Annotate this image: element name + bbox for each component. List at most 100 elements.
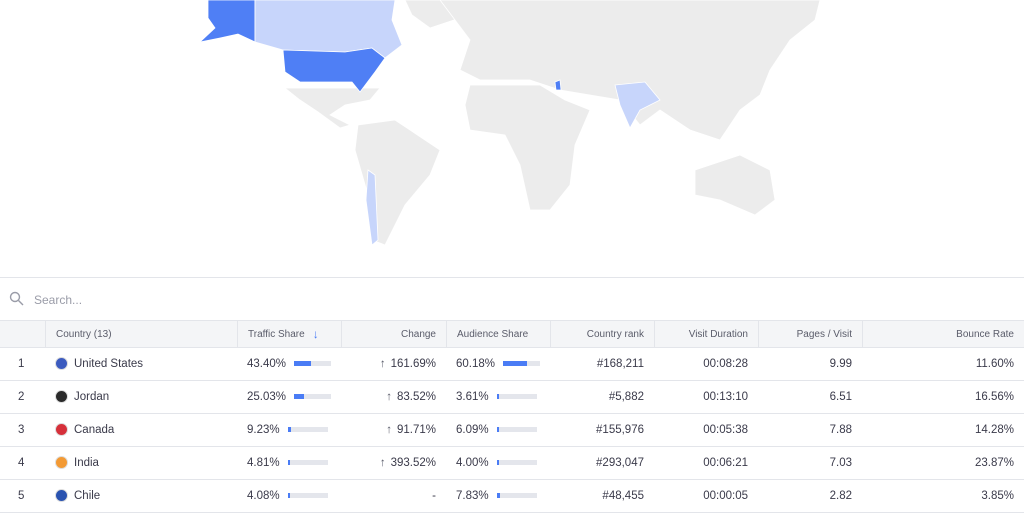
column-header[interactable]: Audience Share [446, 321, 550, 347]
country-flag [55, 390, 68, 403]
traffic-share-label: 43.40% [247, 357, 287, 370]
alaska [198, 0, 256, 43]
table-cell: #168,211 [550, 347, 654, 380]
column-header-text: Country (13) [56, 328, 112, 340]
table-cell: 7.03 [758, 446, 862, 479]
country-flag [55, 456, 68, 469]
traffic-share-label: 4.08% [247, 489, 280, 502]
table-cell: #48,455 [550, 479, 654, 512]
visit-duration: 00:08:28 [703, 357, 748, 370]
australia [694, 154, 776, 216]
search-bar[interactable]: Search... [0, 277, 1024, 320]
column-header[interactable]: Visit Duration [654, 321, 758, 347]
table-cell: 4.00% [446, 446, 550, 479]
table-cell: 25.03% [237, 380, 341, 413]
audience-share-label: 60.18% [456, 357, 496, 370]
traffic-share-bar-track [287, 493, 328, 498]
column-header[interactable]: Country rank [550, 321, 654, 347]
table-cell: 4.81% [237, 446, 341, 479]
table-cell: 43.40% [237, 347, 341, 380]
column-header[interactable]: Country (13) [45, 321, 237, 347]
india [614, 81, 661, 129]
pages-per-visit: 7.88 [829, 423, 852, 436]
change-arrow: ↑ [379, 357, 386, 370]
column-header[interactable]: Change [341, 321, 446, 347]
traffic-share-bar-track [287, 427, 328, 432]
north-america [283, 87, 381, 129]
country-rank: #5,882 [608, 390, 644, 403]
table-cell: #293,047 [550, 446, 654, 479]
traffic-share-bar-track [294, 394, 331, 399]
table-cell: 00:00:05 [654, 479, 758, 512]
table-cell: 60.18% [446, 347, 550, 380]
column-header[interactable]: Bounce Rate [862, 321, 1024, 347]
table-row: 5 Chile 4.08% - 7.83% #48,455 00:00:05 2.82 3.85… [0, 479, 1024, 513]
row-index: 4 [18, 456, 25, 469]
jordan [554, 79, 562, 91]
pages-per-visit: 6.51 [829, 390, 852, 403]
table-row: 4 India 4.81% ↑ 393.52% 4.00% #293,047 00:06:21… [0, 446, 1024, 480]
bounce-rate: 14.28% [974, 423, 1014, 436]
world-map [198, 0, 821, 246]
column-header[interactable]: Pages / Visit [758, 321, 862, 347]
country-rank: #155,976 [596, 423, 644, 436]
table-cell: India [45, 446, 237, 479]
table-cell: Canada [45, 413, 237, 446]
traffic-share-bar [287, 427, 292, 432]
audience-share-bar-track [496, 394, 537, 399]
table-cell: 6.51 [758, 380, 862, 413]
table-cell: 14.28% [862, 413, 1024, 446]
table-cell: 2 [8, 380, 45, 413]
column-header-text: Country rank [586, 328, 644, 340]
pages-per-visit: 7.03 [829, 456, 852, 469]
traffic-share-bar-track [294, 361, 331, 366]
audience-share-bar [496, 427, 500, 432]
visit-duration: 00:06:21 [703, 456, 748, 469]
traffic-share-label: 25.03% [247, 390, 287, 403]
table-cell: 9.99 [758, 347, 862, 380]
country-flag [55, 489, 68, 502]
visit-duration: 00:00:05 [703, 489, 748, 502]
table-cell: 00:08:28 [654, 347, 758, 380]
country-name: Chile [74, 489, 101, 502]
column-header[interactable]: Traffic Share ↓ [237, 321, 341, 347]
row-index: 1 [18, 357, 25, 370]
change-value: 83.52% [396, 390, 436, 403]
table-cell: Chile [45, 479, 237, 512]
audience-share-label: 4.00% [456, 456, 489, 469]
traffic-share-label: 9.23% [247, 423, 280, 436]
traffic-share-bar [287, 460, 290, 465]
audience-share-bar [503, 361, 528, 366]
row-index: 3 [18, 423, 25, 436]
table-cell: ↑ 83.52% [341, 380, 446, 413]
table-cell: 3 [8, 413, 45, 446]
change-value: 393.52% [390, 456, 436, 469]
table-row: 3 Canada 9.23% ↑ 91.71% 6.09% #155,976 00:05:38… [0, 413, 1024, 447]
audience-share-label: 6.09% [456, 423, 489, 436]
change-arrow: ↑ [386, 390, 392, 403]
table-cell: ↑ 91.71% [341, 413, 446, 446]
table-cell: 00:06:21 [654, 446, 758, 479]
country-name: India [74, 456, 99, 469]
table-cell: 7.83% [446, 479, 550, 512]
visit-duration: 00:05:38 [703, 423, 748, 436]
table-cell: 3.85% [862, 479, 1024, 512]
column-header-text: Traffic Share [248, 328, 305, 340]
search-icon [9, 291, 24, 306]
audience-share-bar-track [496, 427, 537, 432]
audience-share-bar-track [496, 460, 537, 465]
audience-share-label: 7.83% [456, 489, 489, 502]
change-value: 161.69% [390, 357, 436, 370]
traffic-share-bar-track [287, 460, 328, 465]
table-cell: 00:13:10 [654, 380, 758, 413]
visit-duration: 00:13:10 [703, 390, 748, 403]
audience-share-bar-track [496, 493, 537, 498]
table-cell: 2.82 [758, 479, 862, 512]
audience-share-bar-track [503, 361, 540, 366]
pages-per-visit: 2.82 [829, 489, 852, 502]
africa [464, 84, 591, 211]
change-arrow: ↑ [386, 423, 392, 436]
table-cell: 1 [8, 347, 45, 380]
table-cell: #155,976 [550, 413, 654, 446]
table-cell: 9.23% [237, 413, 341, 446]
